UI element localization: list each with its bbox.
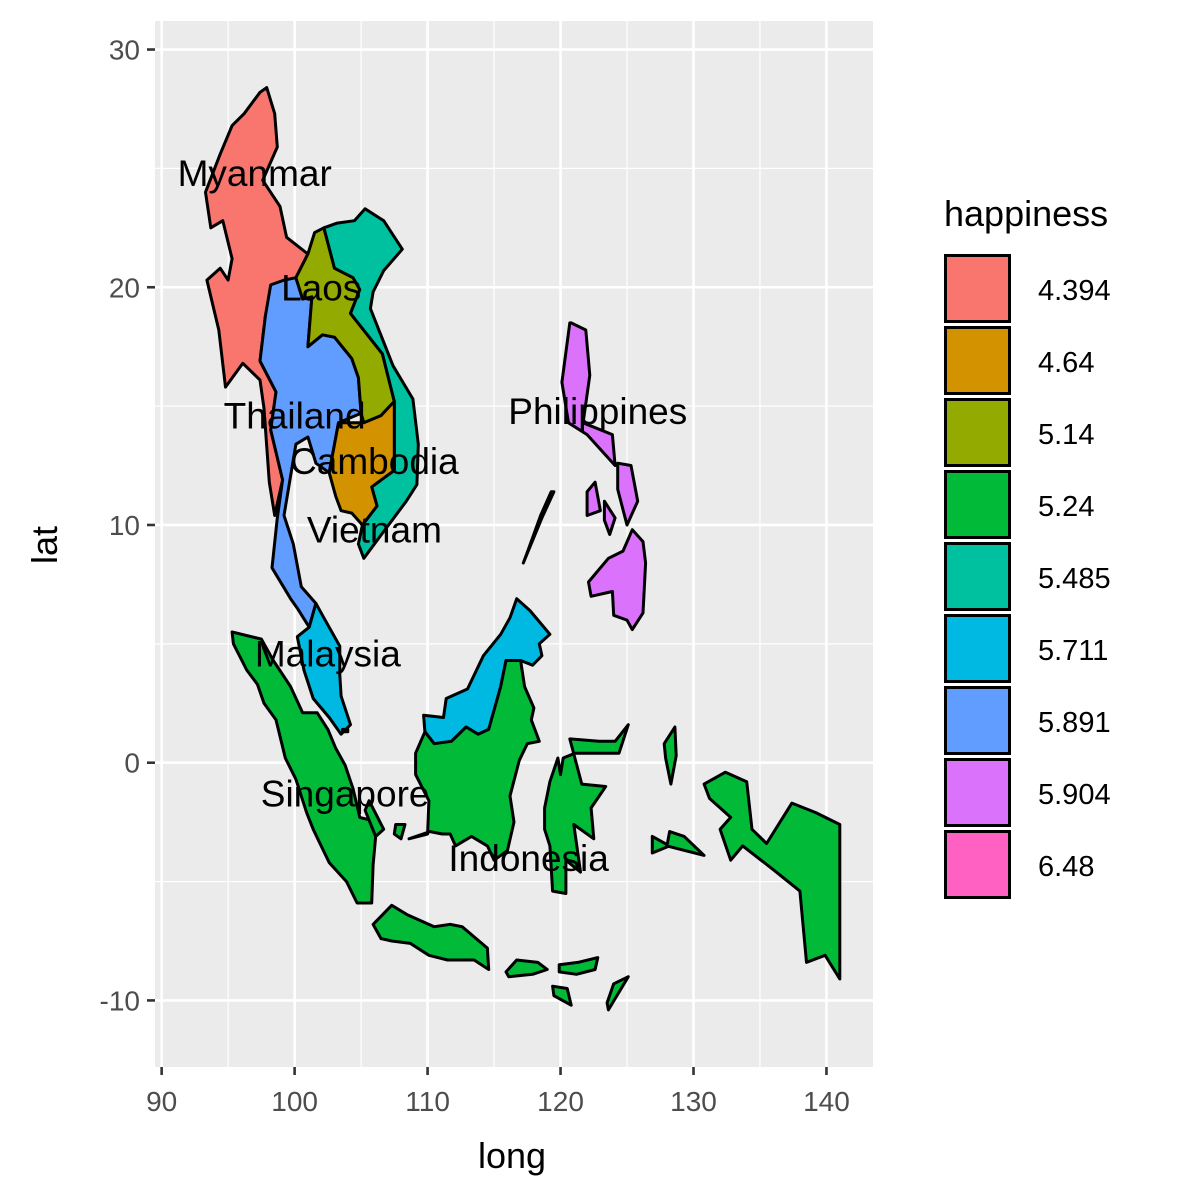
x-tick-label: 90 <box>146 1086 177 1117</box>
country-labels: Myanmar Thailand Laos Vietnam Cambodia Malays… <box>178 153 688 879</box>
region-indonesia-part-2 <box>407 659 541 862</box>
legend-swatch <box>944 758 1011 827</box>
legend-label: 5.24 <box>1038 491 1094 523</box>
legend-label: 5.711 <box>1038 635 1108 667</box>
x-axis: 90 100 110 120 130 140 <box>146 1067 850 1117</box>
y-tick-label: 30 <box>109 35 140 66</box>
region-singapore <box>341 727 350 734</box>
region-indonesia-part-13 <box>392 823 407 841</box>
legend-label: 4.64 <box>1038 347 1094 379</box>
y-tick-label: 20 <box>109 272 140 303</box>
x-tick-label: 120 <box>537 1086 584 1117</box>
legend-swatch <box>944 830 1011 899</box>
legend-swatch <box>944 398 1011 467</box>
region-indonesia-part-6 <box>557 956 600 976</box>
region-indonesia-part-1 <box>371 903 491 971</box>
label-myanmar: Myanmar <box>178 153 332 194</box>
label-vietnam: Vietnam <box>307 510 442 551</box>
legend-swatch <box>944 686 1011 755</box>
x-axis-title: long <box>478 1135 546 1176</box>
label-indonesia: Indonesia <box>448 838 609 879</box>
region-myanmar <box>204 86 310 517</box>
label-malaysia: Malaysia <box>255 633 401 674</box>
legend-label: 6.48 <box>1038 851 1094 883</box>
region-indonesia-part-10 <box>650 834 672 855</box>
region-indonesia-part-3 <box>543 723 630 895</box>
x-tick-label: 100 <box>271 1086 318 1117</box>
region-indonesia-part-8 <box>605 975 630 1012</box>
region-philippines-part-4 <box>602 499 617 536</box>
region-indonesia <box>230 630 378 905</box>
y-axis: -10 0 10 20 30 <box>100 35 155 1016</box>
legend-label: 5.485 <box>1038 563 1111 595</box>
region-indonesia-part-5 <box>504 958 549 979</box>
label-singapore: Singapore <box>261 774 430 815</box>
legend: happiness 4.394 4.64 5.14 5.24 5.485 5.711 5.8… <box>944 193 1111 899</box>
region-indonesia-part-11 <box>665 830 706 857</box>
region-indonesia-part-9 <box>662 725 678 786</box>
region-indonesia-part-4 <box>702 770 842 981</box>
legend-label: 4.394 <box>1038 275 1111 307</box>
region-philippines-part-5 <box>521 490 556 565</box>
x-tick-label: 140 <box>803 1086 850 1117</box>
y-tick-label: 10 <box>109 510 140 541</box>
label-laos: Laos <box>281 267 361 308</box>
region-philippines <box>560 321 617 467</box>
region-philippines-part-3 <box>585 480 602 517</box>
legend-swatch <box>944 614 1011 683</box>
region-indonesia-part-7 <box>551 984 573 1007</box>
y-tick-label: 0 <box>124 748 140 779</box>
region-philippines-part-2 <box>616 461 640 527</box>
label-cambodia: Cambodia <box>290 441 459 482</box>
label-philippines: Philippines <box>508 391 687 432</box>
region-philippines-part-1 <box>587 528 648 632</box>
region-indonesia-part-12 <box>363 799 386 838</box>
legend-swatch <box>944 254 1011 323</box>
x-tick-label: 130 <box>670 1086 717 1117</box>
region-cambodia <box>327 399 396 527</box>
legend-swatch <box>944 326 1011 395</box>
legend-label: 5.14 <box>1038 419 1094 451</box>
country-polygons <box>204 86 842 1012</box>
y-axis-title: lat <box>24 526 65 564</box>
legend-title: happiness <box>944 193 1108 234</box>
y-tick-label: -10 <box>100 985 140 1016</box>
legend-swatch <box>944 470 1011 539</box>
legend-swatch <box>944 542 1011 611</box>
legend-label: 5.891 <box>1038 707 1111 739</box>
x-tick-label: 110 <box>405 1086 450 1117</box>
label-thailand: Thailand <box>224 396 366 437</box>
legend-label: 5.904 <box>1038 779 1111 811</box>
region-malaysia <box>295 601 352 736</box>
